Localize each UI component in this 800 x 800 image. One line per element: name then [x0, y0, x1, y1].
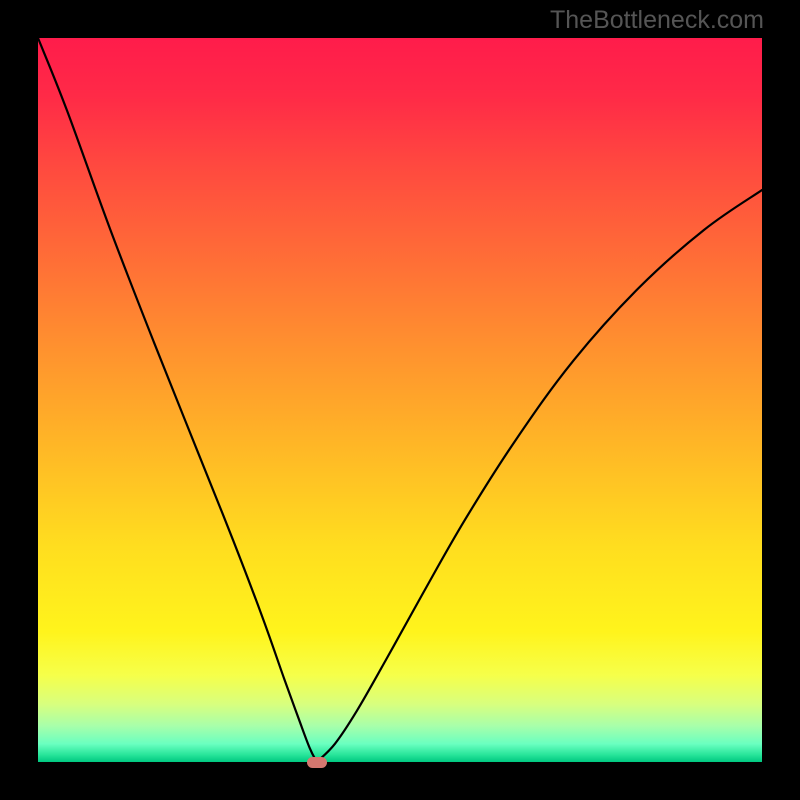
- optimal-marker: [307, 757, 327, 768]
- plot-area: [38, 38, 762, 762]
- bottleneck-curve: [38, 38, 762, 762]
- watermark-text: TheBottleneck.com: [550, 6, 764, 35]
- stage: TheBottleneck.com: [0, 0, 800, 800]
